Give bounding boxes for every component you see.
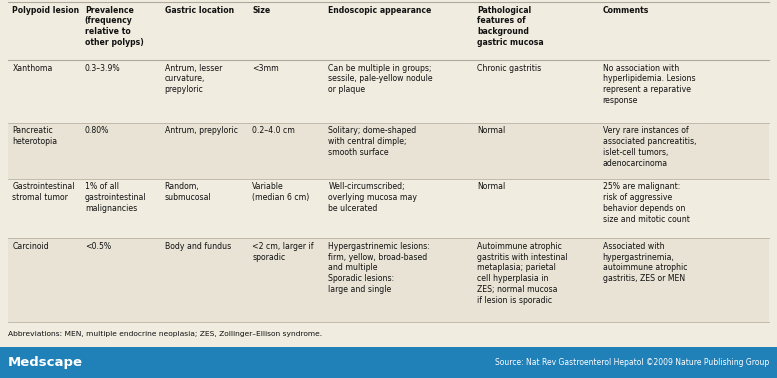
Bar (248, 60, 324, 122)
Text: Endoscopic appearance: Endoscopic appearance (329, 6, 432, 15)
Text: Solitary; dome-shaped
with central dimple;
smooth surface: Solitary; dome-shaped with central dimpl… (329, 126, 416, 157)
Bar (472, 60, 598, 122)
Bar (324, 60, 472, 122)
Text: Antrum, prepyloric: Antrum, prepyloric (165, 126, 238, 135)
Text: Medscape: Medscape (8, 356, 83, 369)
Bar (160, 2, 248, 60)
Bar (598, 122, 769, 179)
Text: Random,
submucosal: Random, submucosal (165, 183, 211, 202)
Bar (8, 2, 80, 60)
Text: Prevalence
(frequency
relative to
other polyps): Prevalence (frequency relative to other … (85, 6, 144, 47)
Bar (598, 179, 769, 238)
Text: 0.80%: 0.80% (85, 126, 109, 135)
Bar (8, 60, 80, 122)
Bar (160, 179, 248, 238)
Bar (80, 2, 160, 60)
Text: 1% of all
gastrointestinal
malignancies: 1% of all gastrointestinal malignancies (85, 183, 146, 213)
Text: Can be multiple in groups;
sessile, pale-yellow nodule
or plaque: Can be multiple in groups; sessile, pale… (329, 64, 433, 94)
Text: Autoimmune atrophic
gastritis with intestinal
metaplasia; parietal
cell hyperpla: Autoimmune atrophic gastritis with intes… (477, 242, 567, 305)
Bar (160, 238, 248, 322)
Text: Normal: Normal (477, 183, 505, 191)
Bar (248, 2, 324, 60)
Bar (472, 122, 598, 179)
Text: Chronic gastritis: Chronic gastritis (477, 64, 541, 73)
Text: Carcinoid: Carcinoid (12, 242, 49, 251)
Bar (598, 2, 769, 60)
Bar (8, 122, 80, 179)
Text: 0.2–4.0 cm: 0.2–4.0 cm (253, 126, 295, 135)
Bar (8, 179, 80, 238)
Bar (80, 179, 160, 238)
Bar (598, 60, 769, 122)
Text: No association with
hyperlipidemia. Lesions
represent a reparative
response: No association with hyperlipidemia. Lesi… (603, 64, 695, 105)
Text: 25% are malignant:
risk of aggressive
behavior depends on
size and mitotic count: 25% are malignant: risk of aggressive be… (603, 183, 689, 224)
Text: Antrum, lesser
curvature,
prepyloric: Antrum, lesser curvature, prepyloric (165, 64, 222, 94)
Text: Xanthoma: Xanthoma (12, 64, 53, 73)
Text: Variable
(median 6 cm): Variable (median 6 cm) (253, 183, 309, 202)
Text: Comments: Comments (603, 6, 649, 15)
Text: Gastrointestinal
stromal tumor: Gastrointestinal stromal tumor (12, 183, 75, 202)
Bar (248, 179, 324, 238)
Bar (80, 238, 160, 322)
Text: Associated with
hypergastrinemia,
autoimmune atrophic
gastritis, ZES or MEN: Associated with hypergastrinemia, autoim… (603, 242, 687, 283)
Text: Pancreatic
heterotopia: Pancreatic heterotopia (12, 126, 57, 146)
Bar (472, 238, 598, 322)
Bar (324, 122, 472, 179)
Text: <0.5%: <0.5% (85, 242, 111, 251)
Bar (8, 238, 80, 322)
Bar (248, 122, 324, 179)
Bar (160, 60, 248, 122)
Text: Hypergastrinemic lesions:
firm, yellow, broad-based
and multiple
Sporadic lesion: Hypergastrinemic lesions: firm, yellow, … (329, 242, 430, 294)
Bar (80, 60, 160, 122)
Text: <3mm: <3mm (253, 64, 279, 73)
Text: Abbreviations: MEN, multiple endocrine neoplasia; ZES, Zollinger–Ellison syndrom: Abbreviations: MEN, multiple endocrine n… (8, 331, 322, 337)
Text: Body and fundus: Body and fundus (165, 242, 231, 251)
Text: <2 cm, larger if
sporadic: <2 cm, larger if sporadic (253, 242, 314, 262)
Text: Very rare instances of
associated pancreatitis,
islet-cell tumors,
adenocarcinom: Very rare instances of associated pancre… (603, 126, 696, 167)
Bar (160, 122, 248, 179)
Bar (80, 122, 160, 179)
Bar (598, 238, 769, 322)
Text: Gastric location: Gastric location (165, 6, 234, 15)
Text: Polypoid lesion: Polypoid lesion (12, 6, 79, 15)
Bar (472, 2, 598, 60)
Text: 0.3–3.9%: 0.3–3.9% (85, 64, 120, 73)
Bar (324, 179, 472, 238)
Bar (472, 179, 598, 238)
Text: Normal: Normal (477, 126, 505, 135)
Text: Pathological
features of
background
gastric mucosa: Pathological features of background gast… (477, 6, 544, 47)
Bar (324, 2, 472, 60)
Bar (0, 347, 777, 378)
Bar (324, 238, 472, 322)
Bar (248, 238, 324, 322)
Text: Well-circumscribed;
overlying mucosa may
be ulcerated: Well-circumscribed; overlying mucosa may… (329, 183, 417, 213)
Text: Size: Size (253, 6, 270, 15)
Bar (0, 322, 777, 347)
Text: Source: Nat Rev Gastroenterol Hepatol ©2009 Nature Publishing Group: Source: Nat Rev Gastroenterol Hepatol ©2… (495, 358, 769, 367)
